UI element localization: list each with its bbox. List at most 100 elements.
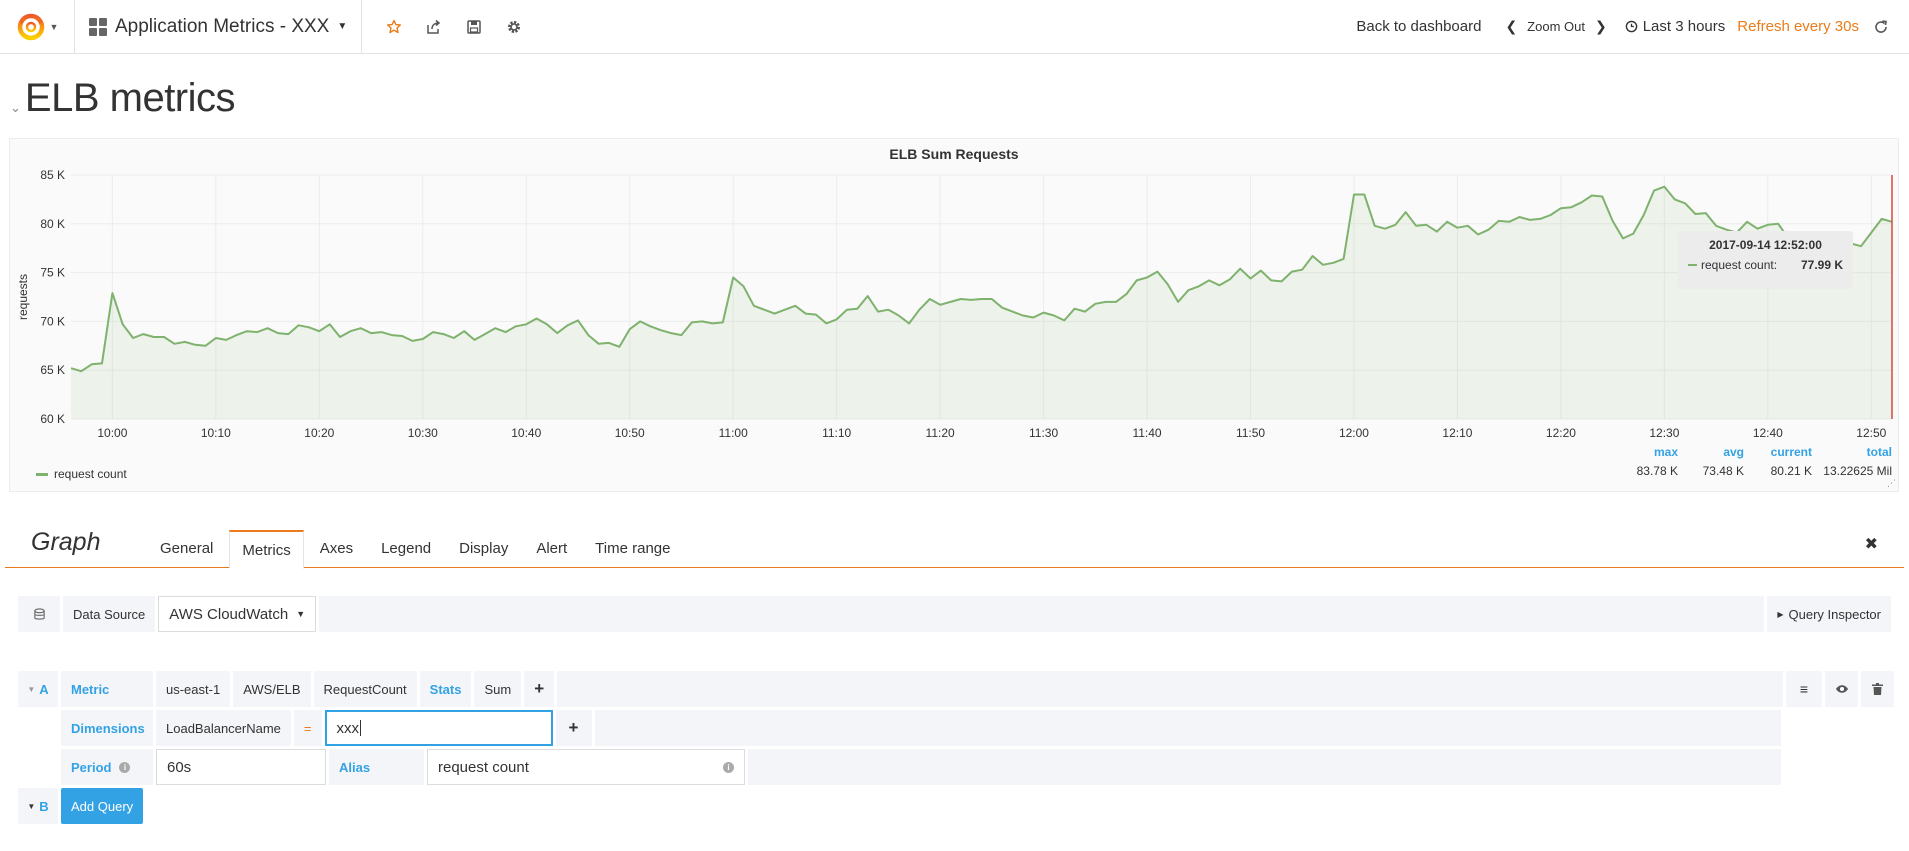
x-tick-label: 11:30 — [1029, 426, 1058, 440]
dimension-value-input[interactable]: xxx — [324, 710, 553, 746]
hamburger-icon: ≡ — [1799, 681, 1809, 697]
legend-avg-value: 73.48 K — [1702, 464, 1744, 478]
legend-stats: max 83.78 K avg 73.48 K current 80.21 K … — [1618, 445, 1898, 478]
share-button[interactable] — [414, 0, 454, 54]
graph-tooltip: 2017-09-14 12:52:00 request count: 77.99… — [1678, 231, 1853, 289]
legend-total-header[interactable]: total — [1866, 445, 1892, 459]
resize-handle-icon[interactable]: ⋰ — [1887, 478, 1896, 488]
dimension-key-segment[interactable]: LoadBalancerName — [156, 710, 291, 746]
zoom-out-button[interactable]: Zoom Out — [1527, 19, 1585, 34]
share-icon — [427, 19, 441, 34]
legend-current-header[interactable]: current — [1770, 445, 1812, 459]
time-picker-button[interactable]: Last 3 hours — [1619, 18, 1732, 35]
query-inspector-button[interactable]: ▶ Query Inspector — [1767, 596, 1891, 632]
dimension-value-text: xxx — [336, 719, 360, 737]
add-dimension-button[interactable]: + — [555, 710, 592, 746]
star-button[interactable] — [374, 0, 414, 54]
caret-down-icon: ▼ — [27, 801, 36, 811]
x-tick-label: 12:00 — [1339, 426, 1369, 440]
tooltip-value: 77.99 K — [1800, 258, 1843, 272]
x-tick-label: 12:20 — [1546, 426, 1576, 440]
period-input[interactable]: 60s — [156, 749, 326, 785]
query-a-ref-toggle[interactable]: ▼ A — [18, 671, 58, 707]
database-icon — [33, 607, 45, 620]
remove-query-button[interactable] — [1861, 671, 1894, 707]
query-menu-button[interactable]: ≡ — [1786, 671, 1822, 707]
time-back-button[interactable]: ❮ — [1505, 18, 1518, 34]
dimension-operator[interactable]: = — [293, 710, 322, 746]
x-tick-label: 12:30 — [1649, 426, 1679, 440]
back-to-dashboard-link[interactable]: Back to dashboard — [1356, 18, 1482, 35]
tab-metrics[interactable]: Metrics — [229, 530, 304, 569]
caret-right-icon: ▶ — [1777, 609, 1784, 619]
alias-input[interactable]: request count i — [427, 749, 745, 785]
clock-icon — [1625, 20, 1638, 33]
add-query-button[interactable]: Add Query — [61, 788, 144, 824]
stat-segment[interactable]: Sum — [474, 671, 522, 707]
info-icon[interactable]: i — [119, 761, 131, 773]
legend-item[interactable]: request count — [36, 467, 127, 481]
dimensions-label: Dimensions — [61, 710, 153, 746]
chevron-down-icon: ▼ — [49, 21, 59, 32]
refresh-button[interactable] — [1873, 19, 1889, 35]
toggle-query-visibility-button[interactable] — [1825, 671, 1858, 707]
caret-down-icon: ▼ — [27, 684, 36, 694]
y-tick-label: 70 K — [40, 314, 65, 328]
query-inspector-label: Query Inspector — [1788, 606, 1882, 622]
x-tick-label: 12:40 — [1753, 426, 1783, 440]
tab-general[interactable]: General — [160, 540, 214, 557]
apps-grid-icon — [89, 17, 107, 36]
legend-series-swatch[interactable] — [36, 472, 48, 476]
query-b-ref-toggle[interactable]: ▼ B — [18, 788, 58, 824]
save-button[interactable] — [454, 0, 494, 54]
graph-canvas[interactable]: 60 K 65 K 70 K 75 K 80 K 85 K 10:00 10:10 10:20 1… — [10, 139, 1900, 493]
dashboard-picker[interactable]: Application Metrics - XXX ▼ — [75, 0, 363, 54]
tab-alert[interactable]: Alert — [536, 540, 568, 557]
legend-total-value: 13.22625 Mil — [1823, 464, 1892, 478]
legend-current-value: 80.21 K — [1770, 464, 1812, 478]
info-icon[interactable]: i — [723, 761, 734, 773]
query-ref-id: A — [39, 681, 49, 697]
metric-label: Metric — [61, 671, 153, 707]
close-editor-button[interactable]: ✖ — [1864, 536, 1878, 553]
tooltip-series-name: request count: — [1701, 258, 1778, 272]
time-forward-button[interactable]: ❯ — [1594, 18, 1607, 34]
y-tick-label: 65 K — [40, 363, 65, 377]
datasource-row-filler — [319, 596, 1765, 632]
editor-tabs: General Metrics Axes Legend Display Alert Time… — [148, 530, 686, 569]
eye-icon — [1835, 685, 1848, 693]
x-tick-label: 10:10 — [201, 426, 231, 440]
legend-series-name[interactable]: request count — [54, 467, 127, 481]
y-tick-label: 85 K — [40, 168, 65, 182]
tab-axes[interactable]: Axes — [319, 540, 354, 557]
datasource-select[interactable]: AWS CloudWatch ▼ — [158, 596, 317, 632]
top-navbar: ▼ Application Metrics - XXX ▼ Back to da… — [0, 0, 1909, 54]
x-tick-label: 11:50 — [1236, 426, 1265, 440]
grafana-menu-button[interactable]: ▼ — [0, 0, 75, 54]
add-stat-button[interactable]: + — [524, 671, 555, 707]
x-tick-label: 12:50 — [1856, 426, 1886, 440]
panel-title[interactable]: ELB Sum Requests — [889, 146, 1019, 162]
y-axis-label: requests — [16, 274, 30, 320]
refresh-interval-label[interactable]: Refresh every 30s — [1737, 18, 1859, 35]
star-icon — [387, 19, 402, 33]
metric-name-segment[interactable]: RequestCount — [313, 671, 417, 707]
series-line-request-count — [70, 185, 1893, 373]
stats-label: Stats — [419, 671, 472, 707]
namespace-segment[interactable]: AWS/ELB — [233, 671, 311, 707]
graph-panel[interactable]: ELB Sum Requests 60 K 65 K 70 K 75 K 80 K 85 … — [9, 138, 1899, 492]
tab-time-range[interactable]: Time range — [595, 540, 671, 557]
tab-display[interactable]: Display — [459, 540, 509, 557]
settings-button[interactable] — [494, 0, 534, 54]
legend-avg-header[interactable]: avg — [1723, 445, 1744, 459]
tab-legend[interactable]: Legend — [381, 540, 432, 557]
x-tick-label: 10:00 — [97, 426, 127, 440]
row-header[interactable]: ⌄ ELB metrics — [10, 76, 236, 121]
x-tick-label: 11:00 — [719, 426, 748, 440]
region-segment[interactable]: us-east-1 — [156, 671, 231, 707]
y-tick-label: 75 K — [40, 266, 65, 280]
row-title: ELB metrics — [24, 76, 236, 120]
legend-max-header[interactable]: max — [1653, 445, 1678, 459]
query-b-row: ▼ B Add Query — [18, 788, 144, 824]
panel-editor-header: Graph General Metrics Axes Legend Display Ale… — [5, 526, 1904, 569]
